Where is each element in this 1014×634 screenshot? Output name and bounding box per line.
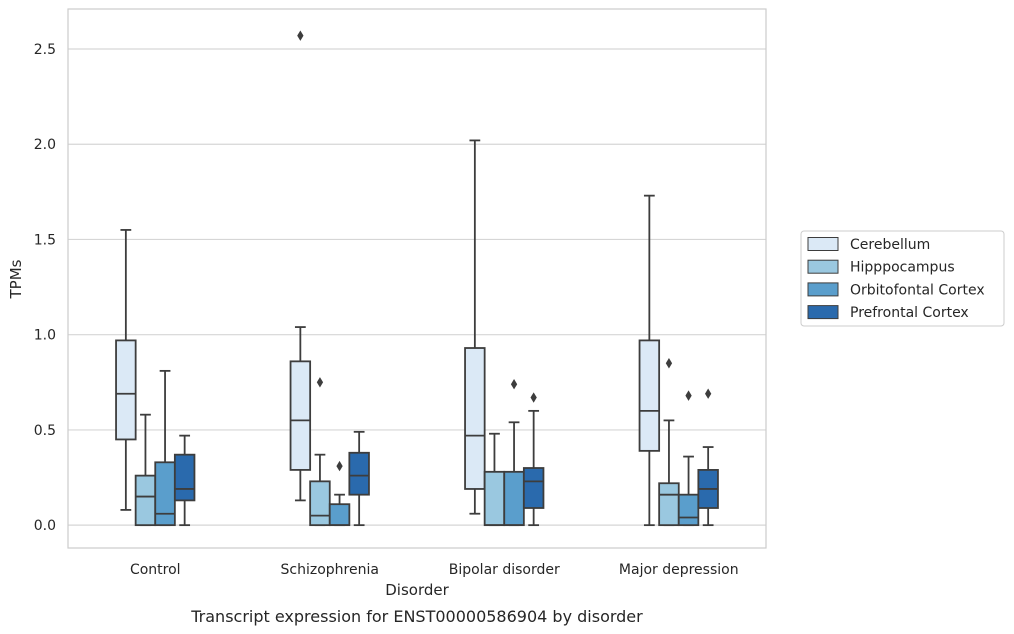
legend-label: Cerebellum bbox=[850, 237, 930, 253]
box bbox=[677, 390, 700, 527]
x-tick-label: Control bbox=[130, 562, 181, 578]
plot-frame bbox=[67, 8, 767, 549]
box-body bbox=[173, 453, 196, 502]
box bbox=[464, 139, 486, 515]
legend-label: Orbitofontal Cortex bbox=[850, 282, 985, 298]
box-body bbox=[658, 482, 680, 527]
series-orbitofontal-cortex bbox=[154, 369, 700, 527]
outlier-point bbox=[665, 358, 673, 369]
y-tick-labels: 0.0 0.5 1.0 1.5 2.0 2.5 bbox=[34, 42, 56, 534]
series-cerebellum bbox=[115, 30, 661, 527]
box-body bbox=[289, 360, 312, 471]
box-body bbox=[677, 493, 700, 527]
y-axis-label: TPMs bbox=[7, 259, 25, 299]
box-body bbox=[464, 347, 486, 490]
legend: Cerebellum Hipppocampus Orbitofontal Corte… bbox=[800, 230, 1005, 327]
outlier-point bbox=[685, 390, 692, 401]
x-tick-labels: Control Schizophrenia Bipolar disorder Majo… bbox=[130, 562, 739, 578]
outlier-point bbox=[336, 460, 343, 472]
x-tick-label: Major depression bbox=[619, 562, 739, 578]
legend-swatch bbox=[807, 259, 839, 274]
box bbox=[134, 413, 157, 527]
y-tick-label: 1.0 bbox=[34, 328, 56, 344]
outlier-point bbox=[510, 379, 518, 390]
y-tick-label: 2.0 bbox=[34, 137, 56, 153]
legend-label: Prefrontal Cortex bbox=[850, 305, 969, 321]
legend-swatch bbox=[807, 305, 839, 320]
box-body bbox=[522, 467, 545, 509]
box bbox=[173, 434, 196, 527]
box bbox=[483, 432, 506, 527]
box-body bbox=[348, 451, 370, 496]
box-body bbox=[503, 470, 525, 527]
legend-swatch bbox=[807, 282, 839, 297]
box bbox=[638, 194, 661, 527]
series-prefrontal-cortex bbox=[173, 388, 719, 527]
y-tick-label: 2.5 bbox=[34, 42, 56, 58]
x-tick-label: Bipolar disorder bbox=[449, 562, 560, 578]
box-body bbox=[154, 461, 176, 527]
outlier-point bbox=[530, 392, 537, 403]
chart-caption: Transcript expression for ENST0000058690… bbox=[190, 607, 643, 626]
box bbox=[328, 460, 351, 527]
legend-label: Hipppocampus bbox=[850, 260, 955, 276]
box bbox=[658, 358, 680, 527]
box bbox=[697, 388, 719, 527]
box-body bbox=[309, 480, 331, 527]
box-body bbox=[638, 339, 661, 452]
y-tick-label: 0.0 bbox=[34, 518, 56, 534]
box-body bbox=[115, 339, 137, 441]
box-plots bbox=[115, 30, 719, 527]
box bbox=[522, 392, 545, 527]
box bbox=[115, 229, 137, 511]
box bbox=[309, 377, 331, 527]
box-body bbox=[328, 503, 351, 527]
box-body bbox=[134, 474, 157, 527]
grid bbox=[68, 48, 766, 526]
y-tick-label: 0.5 bbox=[34, 423, 56, 439]
legend-swatch bbox=[807, 237, 839, 251]
box bbox=[154, 369, 176, 527]
outlier-point bbox=[316, 377, 324, 388]
box bbox=[503, 379, 525, 527]
box-body bbox=[483, 470, 506, 527]
series-hipppocampus bbox=[134, 358, 680, 527]
box bbox=[348, 430, 370, 527]
outlier-point bbox=[705, 388, 712, 399]
box bbox=[289, 30, 312, 502]
x-tick-label: Schizophrenia bbox=[281, 562, 379, 578]
x-axis-label: Disorder bbox=[385, 581, 449, 599]
legend-frame bbox=[800, 230, 1005, 327]
y-tick-label: 1.5 bbox=[34, 232, 56, 248]
outlier-point bbox=[297, 30, 304, 41]
